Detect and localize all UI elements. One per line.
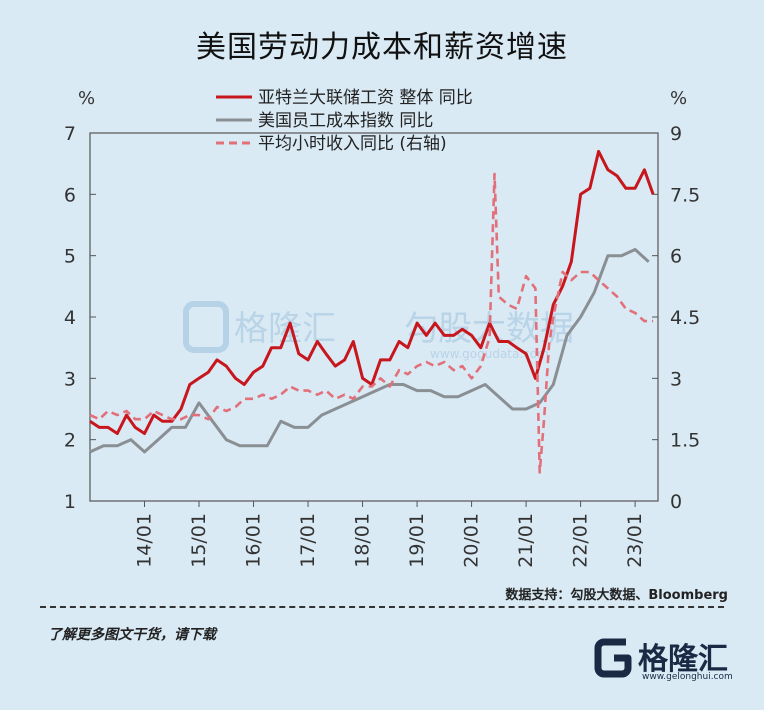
y-left-tick-label: 1 xyxy=(64,491,76,513)
y-right-tick-label: 3 xyxy=(670,368,682,390)
legend: 亚特兰大联储工资 整体 同比 美国员工成本指数 同比 平均小时收入同比 (右轴) xyxy=(216,88,473,154)
x-tick-label: 15/01 xyxy=(188,513,210,568)
footer-note: 了解更多图文干货，请下载 xyxy=(48,627,216,643)
x-tick-label: 16/01 xyxy=(243,513,265,568)
series-line-eci xyxy=(89,248,650,454)
x-tick-label: 20/01 xyxy=(461,513,483,568)
chart-title: 美国劳动力成本和薪资增速 xyxy=(196,30,568,65)
watermark-logo-icon xyxy=(183,301,229,353)
source-note: 数据支持：勾股大数据、Bloomberg xyxy=(505,588,728,603)
watermark: 格隆汇 勾股大数据 www.gogudata.com xyxy=(183,301,574,361)
y-right-tick-label: 9 xyxy=(670,123,682,145)
y-right-tick-label: 0 xyxy=(670,491,682,513)
x-tick-label: 17/01 xyxy=(297,513,319,568)
chart-canvas: 格隆汇 勾股大数据 www.gogudata.com % % 亚特兰大联储工资 … xyxy=(64,88,700,568)
x-tick-label: 18/01 xyxy=(352,513,374,568)
x-tick-label: 23/01 xyxy=(624,513,646,568)
legend-label-atlanta: 亚特兰大联储工资 整体 同比 xyxy=(258,88,473,108)
y-right-tick-label: 4.5 xyxy=(670,307,700,329)
x-tick-label: 22/01 xyxy=(570,513,592,568)
y-left-tick-label: 2 xyxy=(64,430,76,452)
brand-logo: 格隆汇 www.gelonghui.com xyxy=(592,634,733,684)
right-unit-label: % xyxy=(670,88,687,109)
legend-label-ahe: 平均小时收入同比 (右轴) xyxy=(258,134,447,154)
brand-name: 格隆汇 xyxy=(638,642,728,677)
x-tick-label: 14/01 xyxy=(134,513,156,568)
left-unit-label: % xyxy=(78,88,95,109)
x-tick-label: 19/01 xyxy=(406,513,428,568)
watermark-url: www.gogudata.com xyxy=(430,347,549,361)
series-line-avg-hourly-earnings xyxy=(89,172,654,474)
y-right-tick-label: 7.5 xyxy=(670,184,700,206)
y-left-tick-label: 3 xyxy=(64,368,76,390)
y-left-tick-label: 6 xyxy=(64,184,76,206)
y-right-tick-label: 6 xyxy=(670,246,682,268)
y-right-tick-label: 1.5 xyxy=(670,430,700,452)
brand-url: www.gelonghui.com xyxy=(642,672,733,682)
y-left-tick-label: 4 xyxy=(64,307,76,329)
y-left-tick-label: 5 xyxy=(64,246,76,268)
y-left-tick-label: 7 xyxy=(64,123,76,145)
footer-divider xyxy=(40,606,724,608)
brand-g-icon xyxy=(594,638,632,678)
legend-label-eci: 美国员工成本指数 同比 xyxy=(258,111,433,131)
watermark-brand: 格隆汇 xyxy=(234,309,336,349)
x-tick-label: 21/01 xyxy=(515,513,537,568)
